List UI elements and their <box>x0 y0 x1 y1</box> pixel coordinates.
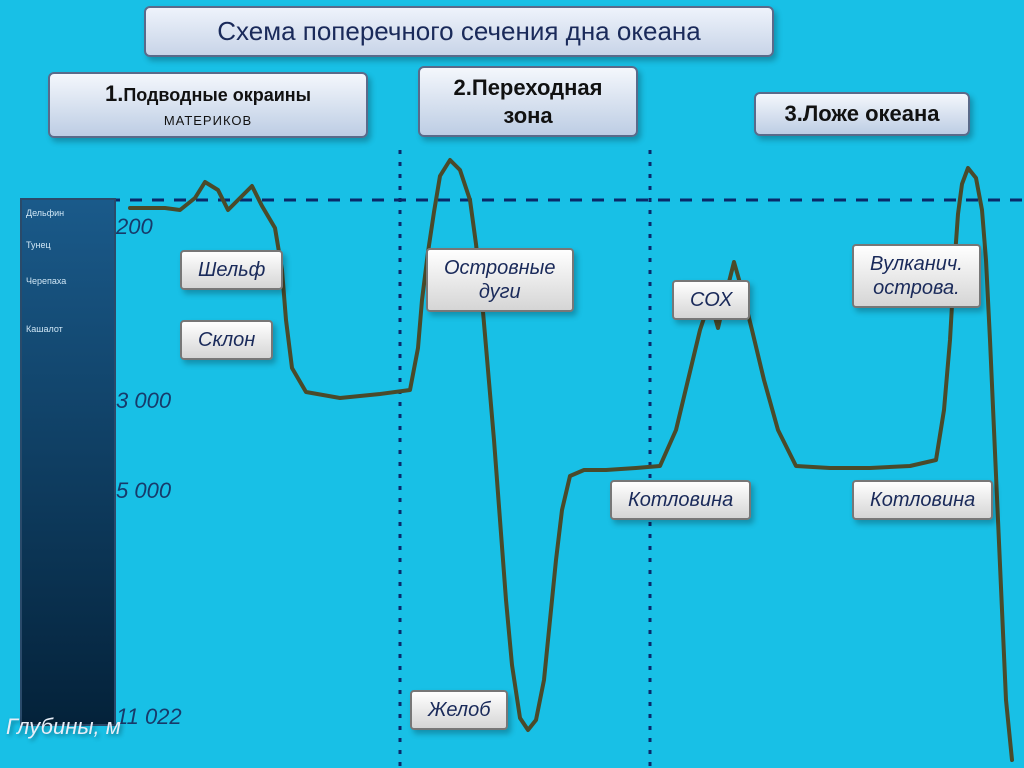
feature-basin2: Котловина <box>852 480 993 520</box>
zone-box-1: 1.Подводные окраины материков <box>48 72 368 138</box>
zone-label-top: Ложе океана <box>803 101 940 126</box>
ytick: 11 022 <box>116 704 182 730</box>
creature-label: Дельфин <box>26 208 64 218</box>
creature-label: Черепаха <box>26 276 66 286</box>
zone-num: 3. <box>784 101 802 126</box>
zone-label-bottom: зона <box>436 102 620 130</box>
feature-basin1: Котловина <box>610 480 751 520</box>
feature-trench: Желоб <box>410 690 508 730</box>
diagram-stage: Схема поперечного сечения дна океана 1.По… <box>0 0 1024 768</box>
main-title: Схема поперечного сечения дна океана <box>144 6 774 57</box>
feature-slope: Склон <box>180 320 273 360</box>
y-axis-label: Глубины, м <box>6 714 121 740</box>
creature-label: Тунец <box>26 240 51 250</box>
zone-label-top: Переходная <box>472 75 603 100</box>
zone-box-3: 3.Ложе океана <box>754 92 970 136</box>
zone-num: 1. <box>105 81 123 106</box>
feature-sokh: СОХ <box>672 280 750 320</box>
feature-arcs: Островныедуги <box>426 248 574 312</box>
zone-label-top: Подводные окраины <box>123 85 311 105</box>
feature-shelf: Шельф <box>180 250 283 290</box>
feature-volc: Вулканич.острова. <box>852 244 981 308</box>
ytick: 200 <box>116 214 153 240</box>
creature-label: Кашалот <box>26 324 63 334</box>
zone-num: 2. <box>454 75 472 100</box>
ytick: 3 000 <box>116 388 171 414</box>
zone-label-bottom: материков <box>66 108 350 131</box>
ytick: 5 000 <box>116 478 171 504</box>
zone-box-2: 2.Переходнаязона <box>418 66 638 137</box>
